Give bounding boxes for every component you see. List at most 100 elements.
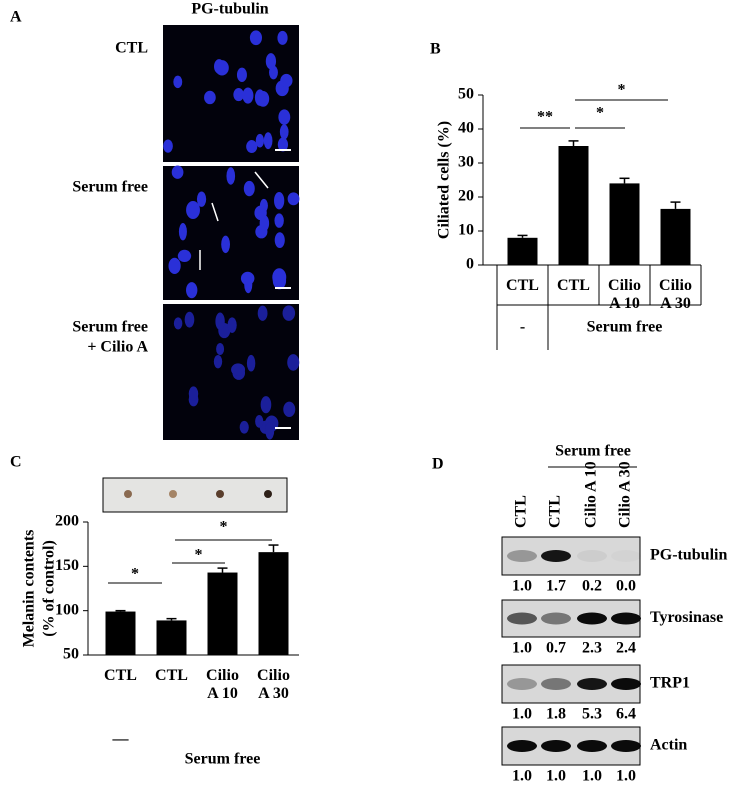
significance-mark: * bbox=[220, 519, 228, 536]
pellet bbox=[264, 490, 272, 498]
y-axis-label: (% of control) bbox=[41, 540, 58, 637]
panel-label: C bbox=[10, 454, 22, 471]
lane-label: CTL bbox=[513, 495, 530, 528]
nucleus bbox=[186, 201, 200, 220]
nucleus bbox=[269, 65, 278, 80]
nucleus bbox=[283, 401, 296, 418]
blot-quant: 0.2 bbox=[582, 578, 602, 595]
nucleus bbox=[227, 317, 237, 333]
bar bbox=[558, 146, 589, 265]
nucleus bbox=[231, 363, 246, 376]
image-title: PG-tubulin bbox=[191, 1, 268, 18]
blot-group-label: Serum free bbox=[555, 443, 631, 460]
blot-quant: 1.0 bbox=[582, 768, 602, 785]
error-bar bbox=[619, 177, 630, 184]
x-tick-label: Cilio A 30 bbox=[659, 277, 692, 312]
nucleus bbox=[216, 342, 225, 356]
nucleus bbox=[243, 180, 255, 197]
blot-quant: 2.3 bbox=[582, 640, 602, 657]
nucleus bbox=[214, 59, 225, 74]
row-label: Serum free bbox=[72, 179, 148, 196]
nucleus bbox=[272, 268, 287, 286]
nucleus bbox=[213, 354, 223, 369]
bar bbox=[609, 183, 640, 265]
nucleus bbox=[277, 30, 288, 45]
blot-band bbox=[541, 678, 571, 690]
nucleus bbox=[254, 205, 267, 221]
group-label: - bbox=[520, 319, 525, 336]
blot-band bbox=[507, 612, 537, 625]
nucleus bbox=[274, 192, 285, 210]
nucleus bbox=[257, 305, 268, 321]
nucleus bbox=[265, 422, 275, 440]
y-tick-label: 100 bbox=[55, 601, 79, 618]
nucleus bbox=[196, 191, 207, 207]
nucleus bbox=[236, 67, 247, 82]
blot-band bbox=[611, 550, 641, 562]
nucleus bbox=[184, 311, 195, 328]
y-tick-label: 20 bbox=[458, 188, 474, 205]
nucleus bbox=[177, 249, 192, 263]
panel-label: A bbox=[10, 9, 22, 26]
row-label: Serum free bbox=[72, 319, 148, 336]
blot-name: TRP1 bbox=[650, 675, 690, 692]
blot-name: PG-tubulin bbox=[650, 547, 727, 564]
blot-quant: 1.0 bbox=[512, 640, 532, 657]
blot-name: Tyrosinase bbox=[650, 609, 723, 626]
panel-label: D bbox=[432, 456, 444, 473]
nucleus bbox=[287, 192, 300, 206]
bar bbox=[660, 208, 691, 265]
blot-band bbox=[577, 612, 607, 625]
nucleus bbox=[215, 312, 225, 331]
blot-quant: 1.8 bbox=[546, 706, 566, 723]
blot-band bbox=[507, 550, 537, 562]
blot-quant: 0.7 bbox=[546, 640, 566, 657]
nucleus bbox=[274, 232, 285, 249]
blot-quant: 5.3 bbox=[582, 706, 602, 723]
nucleus bbox=[255, 133, 265, 148]
blot-band bbox=[541, 612, 571, 625]
blot-band bbox=[541, 550, 571, 562]
nucleus bbox=[246, 354, 256, 372]
nucleus bbox=[173, 317, 183, 330]
nucleus bbox=[173, 75, 183, 89]
nucleus bbox=[287, 354, 300, 371]
blot-band bbox=[577, 740, 607, 752]
nucleus bbox=[279, 124, 289, 140]
x-tick-label: CTL bbox=[506, 277, 539, 294]
blot-quant: 1.0 bbox=[512, 706, 532, 723]
nucleus bbox=[168, 257, 181, 275]
nucleus bbox=[240, 271, 255, 286]
blot-band bbox=[611, 740, 641, 752]
nucleus bbox=[204, 90, 216, 105]
panel-label: B bbox=[430, 41, 441, 58]
group-label: Serum free bbox=[587, 319, 663, 336]
nucleus bbox=[255, 414, 264, 428]
x-tick-label: Cilio A 10 bbox=[608, 277, 641, 312]
y-tick-label: 200 bbox=[55, 513, 79, 530]
x-tick-label: Cilio A 30 bbox=[257, 667, 290, 702]
blot-band bbox=[611, 678, 641, 690]
error-bar bbox=[166, 617, 177, 621]
bar bbox=[156, 620, 187, 655]
significance-mark: * bbox=[195, 547, 203, 564]
error-bar bbox=[268, 544, 279, 553]
blot-name: Actin bbox=[650, 737, 687, 754]
row-label: CTL bbox=[115, 40, 148, 57]
bar bbox=[258, 552, 289, 655]
blot-quant: 1.0 bbox=[616, 768, 636, 785]
y-axis-label: Melanin contents bbox=[21, 530, 38, 648]
blot-quant: 1.0 bbox=[512, 578, 532, 595]
lane-label: CTL bbox=[547, 495, 564, 528]
nucleus bbox=[260, 396, 272, 414]
nucleus bbox=[265, 53, 277, 70]
nucleus bbox=[226, 167, 236, 185]
significance-mark: * bbox=[596, 105, 604, 122]
arrow bbox=[211, 202, 219, 222]
lane-label: Cilio A 10 bbox=[583, 461, 600, 528]
significance-mark: * bbox=[131, 566, 139, 583]
y-tick-label: 30 bbox=[458, 154, 474, 171]
nucleus bbox=[178, 222, 187, 241]
